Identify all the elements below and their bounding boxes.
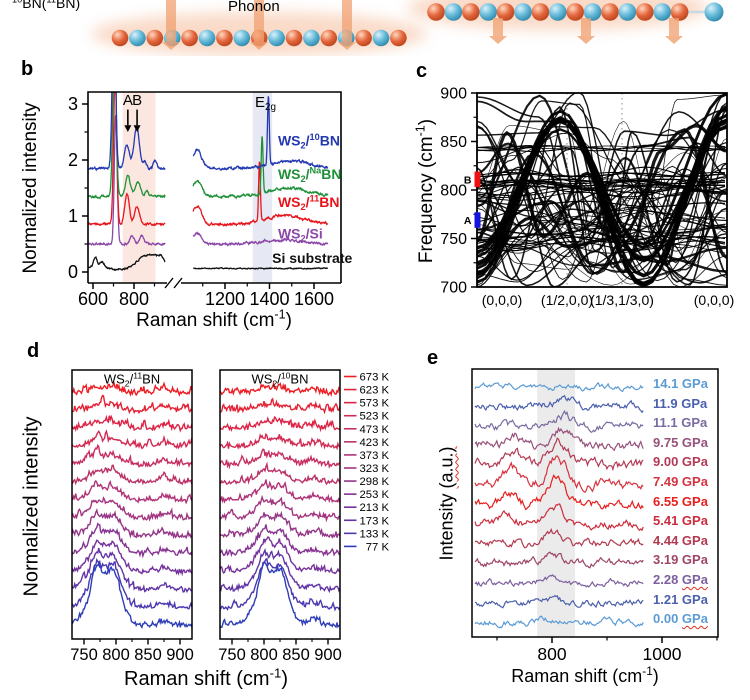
panel-a-phonon-label: Phonon	[228, 0, 280, 15]
panel-letter-e: e	[427, 347, 439, 369]
svg-text:900: 900	[440, 86, 467, 103]
panel-b-x-axis-label: Raman shift (cm-1)	[136, 307, 292, 331]
svg-text:213 K: 213 K	[360, 502, 390, 514]
svg-text:323 K: 323 K	[360, 463, 390, 475]
svg-text:A: A	[464, 215, 472, 227]
svg-text:800: 800	[250, 646, 278, 664]
svg-text:800: 800	[119, 289, 149, 309]
svg-text:B: B	[464, 174, 472, 186]
svg-text:1600: 1600	[294, 289, 334, 309]
svg-text:850: 850	[134, 646, 162, 664]
svg-text:750: 750	[218, 646, 246, 664]
svg-text:2: 2	[68, 150, 78, 170]
panel-letter-c: c	[416, 60, 428, 82]
svg-text:1: 1	[68, 206, 78, 226]
panel-a-atoms-illustration	[91, 0, 724, 56]
svg-text:133 K: 133 K	[360, 528, 390, 540]
svg-text:850: 850	[440, 134, 467, 151]
panel-c-phonon-dispersion-chart: 700 750 800 850 900 (0,0,0) (1/2,0,0)(1/3,1/3,…	[440, 86, 734, 309]
panel-d-y-axis-label: Normalized intensity	[20, 416, 43, 597]
svg-text:750: 750	[440, 231, 467, 248]
svg-text:(0,0,0): (0,0,0)	[694, 292, 734, 308]
svg-text:373 K: 373 K	[360, 450, 390, 462]
svg-text:473 K: 473 K	[360, 424, 390, 436]
svg-text:E2g: E2g	[255, 94, 276, 113]
panel-b-y-axis-label: Normalized intensity	[20, 102, 41, 274]
svg-text:173 K: 173 K	[360, 515, 390, 527]
svg-text:600: 600	[78, 289, 108, 309]
svg-text:750: 750	[70, 646, 98, 664]
svg-text:623 K: 623 K	[360, 385, 390, 397]
svg-text:Si substrate: Si substrate	[272, 250, 352, 266]
panel-e-pressure-spectra-chart: 800 1000	[471, 368, 719, 664]
svg-text:423 K: 423 K	[360, 437, 390, 449]
svg-text:1000: 1000	[643, 644, 682, 664]
svg-text:800: 800	[537, 644, 566, 664]
svg-text:900: 900	[166, 646, 194, 664]
svg-text:WS2/10BN: WS2/10BN	[278, 132, 340, 150]
svg-text:WS2/NaBN: WS2/NaBN	[278, 166, 342, 184]
panel-e-x-axis-label: Raman shift (cm-1)	[511, 664, 659, 686]
svg-text:77 K: 77 K	[360, 541, 390, 553]
svg-text:3: 3	[68, 94, 78, 114]
panel-b-raman-spectra-chart: 600 800 1200 1400 1600 0 1 2 3 A B E2g WS2/10BN WS2/N…	[68, 91, 353, 309]
svg-text:298 K: 298 K	[360, 476, 390, 488]
svg-text:573 K: 573 K	[360, 398, 390, 410]
svg-text:700: 700	[440, 280, 467, 297]
svg-text:800: 800	[440, 183, 467, 200]
svg-text:850: 850	[282, 646, 310, 664]
svg-text:WS2/11BN: WS2/11BN	[278, 194, 340, 212]
svg-text:800: 800	[102, 646, 130, 664]
svg-text:WS2/10BN: WS2/10BN	[252, 371, 309, 389]
svg-text:B: B	[132, 92, 142, 109]
svg-text:1400: 1400	[249, 289, 289, 309]
panel-a-bn-label: 10BN(11BN)	[12, 0, 81, 11]
svg-text:523 K: 523 K	[360, 411, 390, 423]
panel-d-x-axis-label: Raman shift (cm-1)	[124, 665, 288, 690]
panel-e-y-axis-label: Intensity (a.u.)	[436, 446, 457, 561]
svg-text:900: 900	[314, 646, 342, 664]
panel-letter-b: b	[21, 58, 34, 80]
svg-text:1200: 1200	[205, 289, 245, 309]
svg-text:253 K: 253 K	[360, 489, 390, 501]
panel-c-y-axis-label: Frequency (cm-1)	[413, 118, 437, 264]
svg-text:(1/3,1/3,0): (1/3,1/3,0)	[590, 292, 654, 308]
svg-text:0: 0	[68, 262, 78, 282]
svg-text:(0,0,0): (0,0,0)	[482, 292, 522, 308]
svg-text:673 K: 673 K	[360, 372, 390, 384]
svg-text:A: A	[123, 92, 133, 109]
svg-text:WS2/11BN: WS2/11BN	[104, 371, 160, 389]
panel-letter-d: d	[27, 340, 40, 362]
svg-text:(1/2,0,0): (1/2,0,0)	[541, 292, 593, 308]
svg-text:WS2/Si: WS2/Si	[278, 225, 323, 243]
